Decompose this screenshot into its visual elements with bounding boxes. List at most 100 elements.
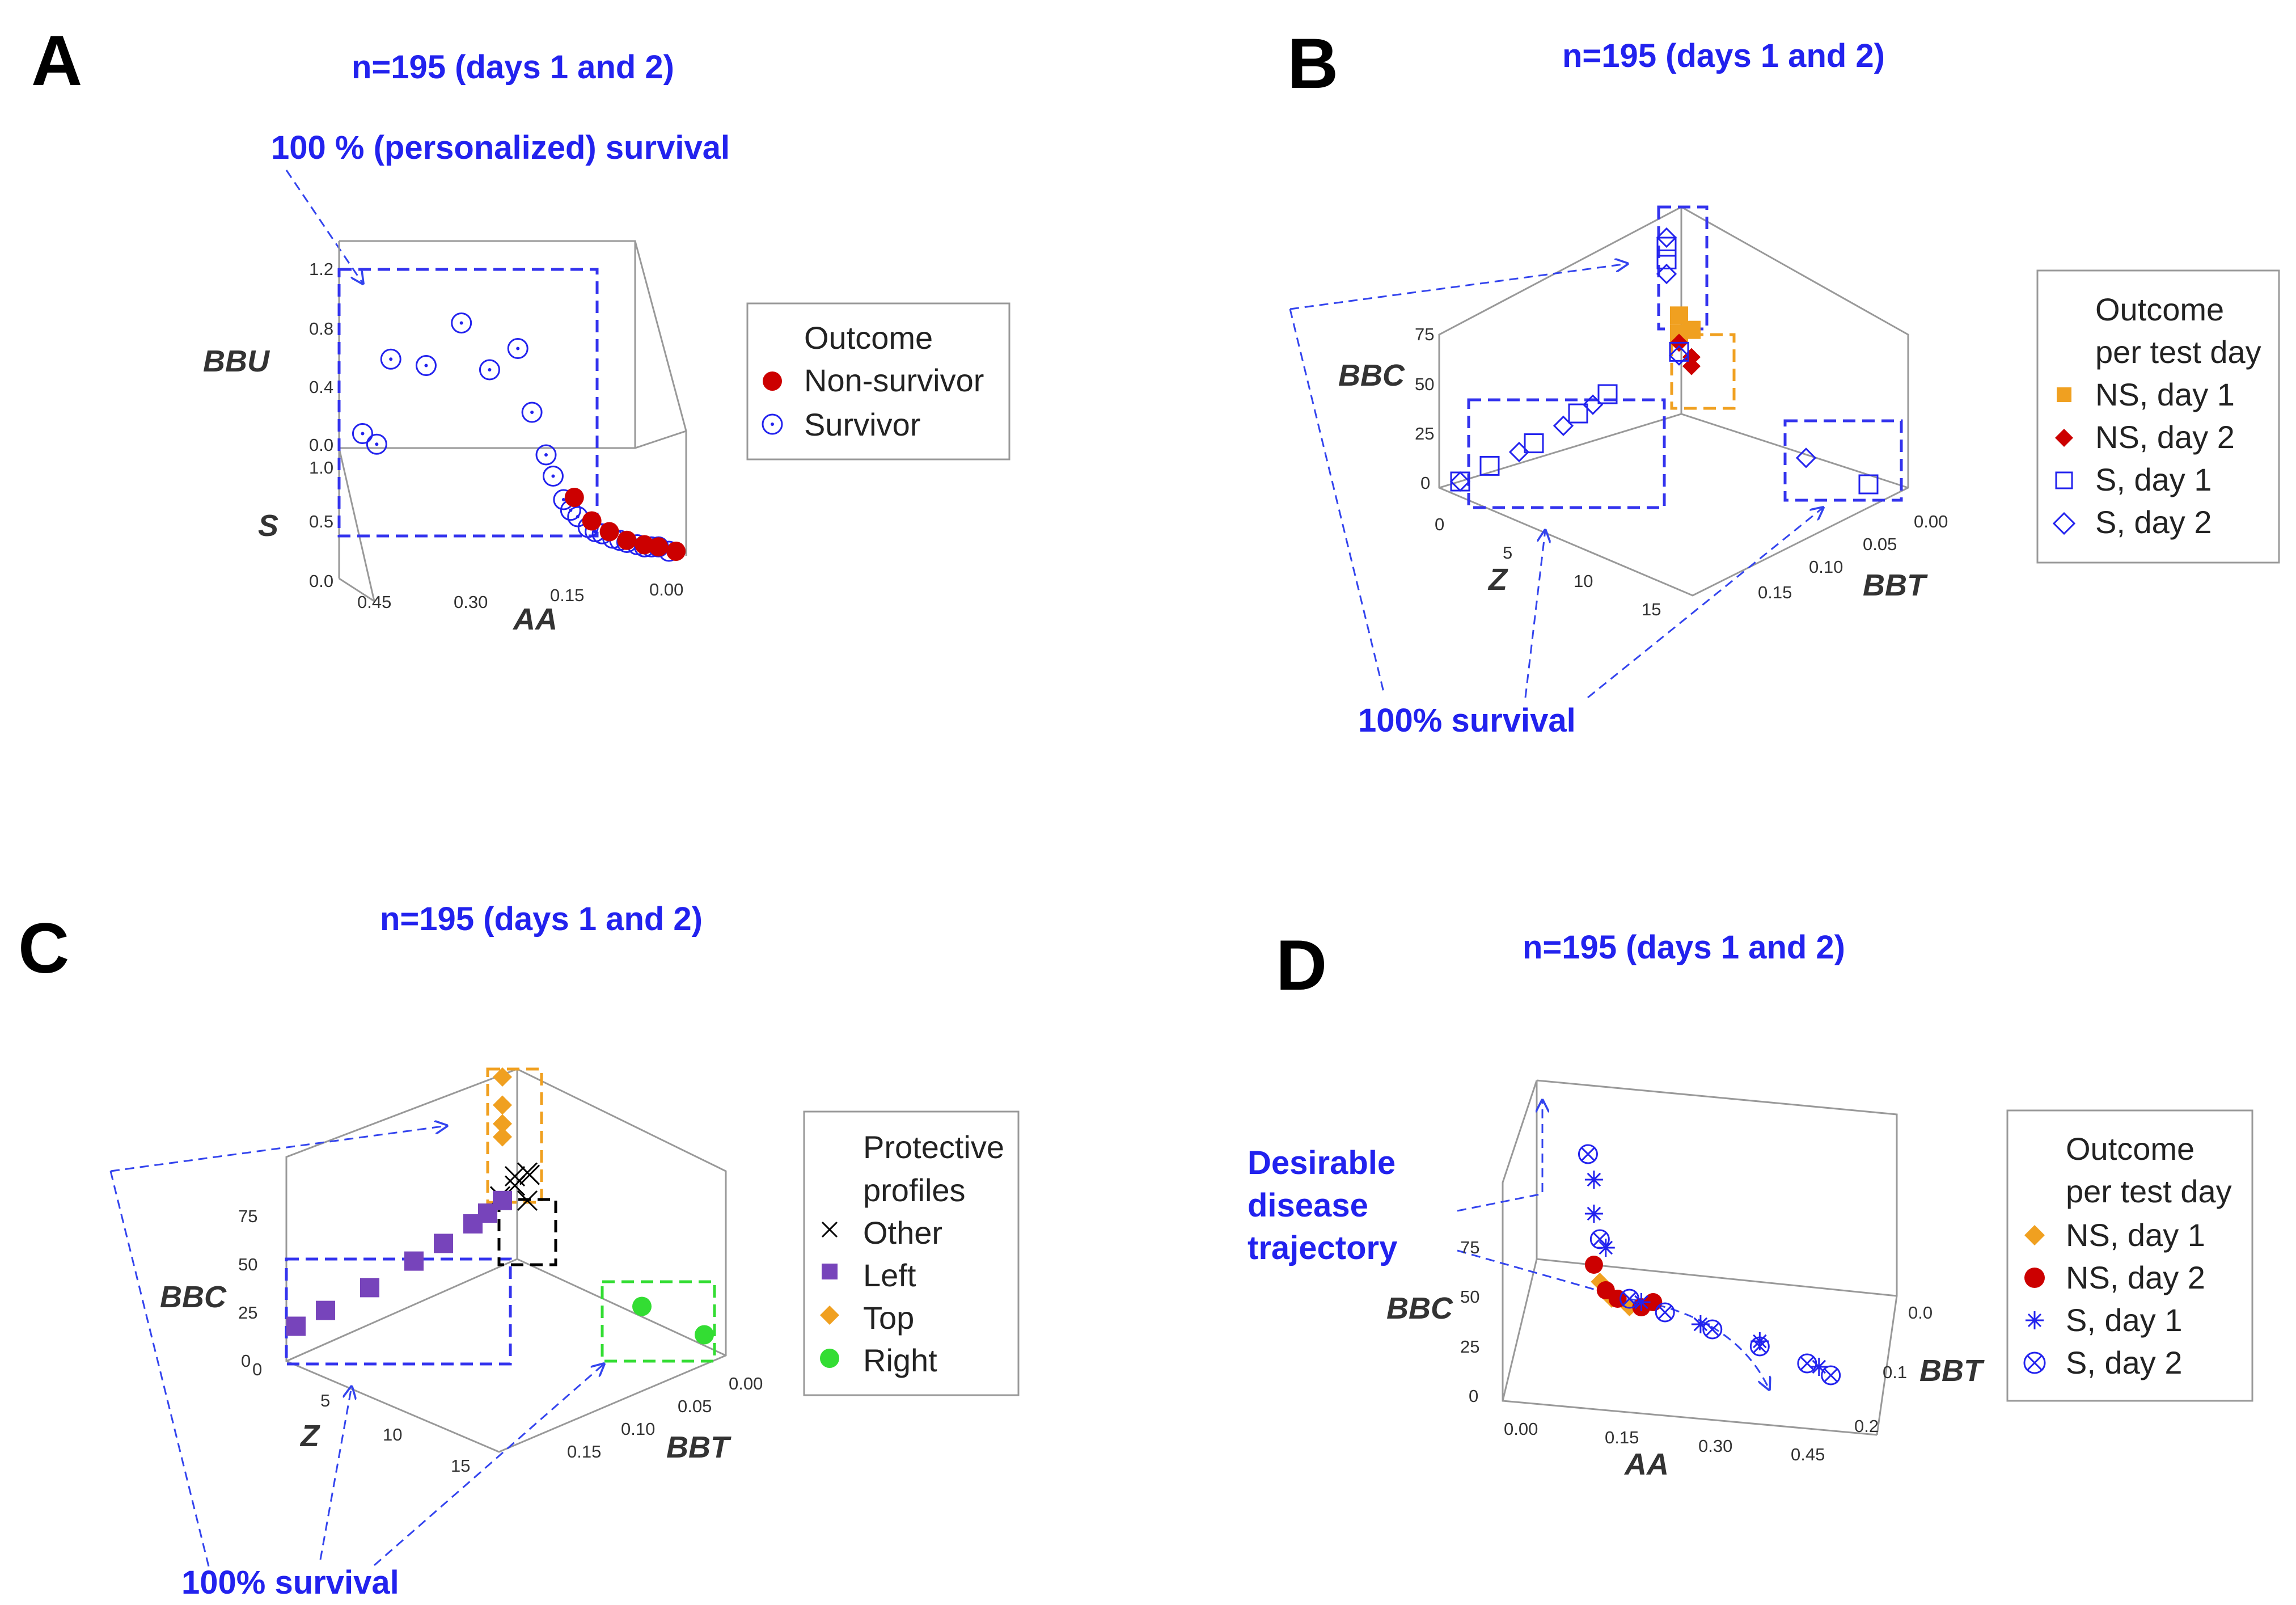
legend-item-non-survivor: Non-survivor bbox=[804, 362, 984, 398]
point-left bbox=[286, 1316, 306, 1336]
legend-item: S, day 2 bbox=[2066, 1345, 2182, 1380]
legend-item: S, day 1 bbox=[2066, 1302, 2182, 1338]
point-survivor bbox=[542, 466, 564, 487]
tick-label: 0.0 bbox=[309, 571, 333, 591]
legend-item: Right bbox=[863, 1342, 937, 1378]
legend-marker-survivor-dot bbox=[771, 423, 774, 426]
point-s-day-2 bbox=[1668, 345, 1690, 366]
legend-item: NS, day 1 bbox=[2095, 377, 2235, 412]
panel-b-ticks: 75 50 25 0 0 5 10 15 0.00 0.05 0.10 0.15 bbox=[1415, 324, 1948, 619]
tick-label: 1.0 bbox=[309, 458, 333, 478]
legend-marker-s-day2 bbox=[2052, 512, 2076, 535]
point-s-day-2 bbox=[1656, 227, 1677, 248]
tick-label: 1.2 bbox=[309, 259, 333, 279]
legend-subtitle: per test day bbox=[2066, 1173, 2232, 1209]
tick-label: 0.05 bbox=[678, 1396, 712, 1416]
point-s-day-1 bbox=[1596, 1239, 1615, 1257]
panel-a-title: n=195 (days 1 and 2) bbox=[352, 49, 674, 86]
point-s-day-2 bbox=[1749, 1336, 1770, 1357]
panel-d-annotation-line2: disease bbox=[1248, 1187, 1368, 1224]
axis-label-bbt: BBT bbox=[666, 1430, 731, 1464]
panel-c: C n=195 (days 1 and 2) 100% survival 75 … bbox=[18, 901, 1020, 1601]
tick-label: 0.0 bbox=[1908, 1303, 1933, 1323]
tick-label: 0.2 bbox=[1854, 1416, 1879, 1436]
panel-c-title: n=195 (days 1 and 2) bbox=[380, 901, 703, 937]
point-s-day-1 bbox=[1479, 455, 1500, 476]
point-survivor bbox=[479, 359, 500, 381]
axis-label-bbc: BBC bbox=[1386, 1291, 1453, 1325]
tick-label: 0.00 bbox=[729, 1374, 763, 1393]
point-s-day-2 bbox=[1620, 1289, 1640, 1309]
point-s-day-2 bbox=[1702, 1319, 1723, 1340]
legend-item: NS, day 2 bbox=[2066, 1260, 2205, 1295]
panel-label-b: B bbox=[1287, 24, 1338, 103]
panel-c-legend: Protective profiles Other Left Top Right bbox=[803, 1110, 1020, 1396]
tick-label: 50 bbox=[1460, 1287, 1479, 1307]
tick-label: 0.00 bbox=[1504, 1419, 1538, 1439]
tick-label: 5 bbox=[1503, 543, 1512, 563]
point-top bbox=[493, 1067, 512, 1087]
panel-d-annotation-line3: trajectory bbox=[1248, 1230, 1397, 1266]
legend-marker-s-day1 bbox=[2026, 1311, 2044, 1329]
legend-marker-ns-day2 bbox=[2024, 1268, 2045, 1288]
axis-label-bbu: BBU bbox=[203, 344, 270, 378]
tick-label: 50 bbox=[238, 1255, 257, 1274]
point-top bbox=[493, 1127, 512, 1147]
point-left bbox=[434, 1234, 453, 1253]
tick-label: 10 bbox=[383, 1425, 402, 1444]
point-top bbox=[493, 1114, 512, 1134]
panel-b-arrow-right bbox=[1587, 508, 1823, 699]
panel-label-c: C bbox=[18, 909, 69, 988]
axis-label-bbc: BBC bbox=[160, 1280, 227, 1314]
tick-label: 75 bbox=[1415, 324, 1434, 344]
point-s-day-2 bbox=[1589, 1229, 1610, 1249]
point-right bbox=[695, 1325, 714, 1345]
tick-label: 0.0 bbox=[309, 435, 333, 455]
point-s-day-1 bbox=[1632, 1293, 1651, 1311]
tick-label: 0.30 bbox=[1698, 1436, 1732, 1456]
panel-a: A n=195 (days 1 and 2) 100 % (personaliz… bbox=[31, 22, 1010, 636]
panel-b-arrow-left bbox=[1524, 530, 1545, 698]
legend-box bbox=[746, 302, 1010, 461]
legend-item: Other bbox=[863, 1215, 942, 1251]
tick-label: 15 bbox=[1642, 599, 1661, 619]
panel-d-3d-box bbox=[1502, 1079, 1898, 1436]
legend-title: Protective bbox=[863, 1129, 1004, 1165]
point-s-day-1 bbox=[1750, 1332, 1769, 1350]
legend-title: Outcome bbox=[2066, 1131, 2194, 1167]
point-s-day-1 bbox=[1568, 403, 1588, 424]
panel-c-annotation: 100% survival bbox=[181, 1564, 399, 1601]
panel-d-legend: Outcome per test day NS, day 1 NS, day 2… bbox=[2006, 1109, 2253, 1402]
tick-label: 0.00 bbox=[1914, 512, 1948, 531]
point-left bbox=[360, 1278, 379, 1298]
panel-d-arrow-down bbox=[1457, 1249, 1769, 1389]
legend-item: S, day 2 bbox=[2095, 504, 2212, 540]
point-left bbox=[493, 1190, 512, 1210]
tick-label: 0.15 bbox=[1758, 582, 1792, 602]
tick-label: 0.05 bbox=[1863, 534, 1897, 554]
legend-marker-ns-day1 bbox=[2057, 387, 2071, 402]
point-s-day-2 bbox=[1655, 1302, 1675, 1323]
axis-label-bbc: BBC bbox=[1338, 358, 1405, 392]
point-s-day-2 bbox=[1508, 441, 1530, 463]
point-s-day-2 bbox=[1795, 447, 1817, 468]
panel-b-left-box bbox=[1467, 398, 1666, 509]
panel-d-points bbox=[1578, 1144, 1841, 1386]
point-non-survivor bbox=[599, 522, 619, 542]
legend-marker-non-survivor bbox=[763, 371, 782, 391]
point-s-day-2 bbox=[1582, 394, 1604, 415]
panel-b-annotation: 100% survival bbox=[1358, 702, 1576, 739]
point-s-day-1 bbox=[1691, 1315, 1710, 1333]
point-s-day-1 bbox=[1656, 249, 1677, 269]
tick-label: 0.15 bbox=[550, 585, 584, 605]
legend-item: NS, day 1 bbox=[2066, 1217, 2205, 1253]
legend-subtitle: per test day bbox=[2095, 334, 2261, 370]
tick-label: 75 bbox=[1460, 1237, 1479, 1257]
tick-label: 25 bbox=[238, 1303, 257, 1323]
legend-marker-other bbox=[821, 1221, 838, 1238]
panel-c-ticks: 75 50 25 0 0 5 10 15 0.00 0.05 0.10 0.15 bbox=[238, 1206, 763, 1476]
point-non-survivor bbox=[666, 542, 686, 561]
panel-c-right-box bbox=[601, 1280, 716, 1363]
point-s-day-1 bbox=[1524, 433, 1544, 454]
tick-label: 0 bbox=[1420, 473, 1430, 493]
